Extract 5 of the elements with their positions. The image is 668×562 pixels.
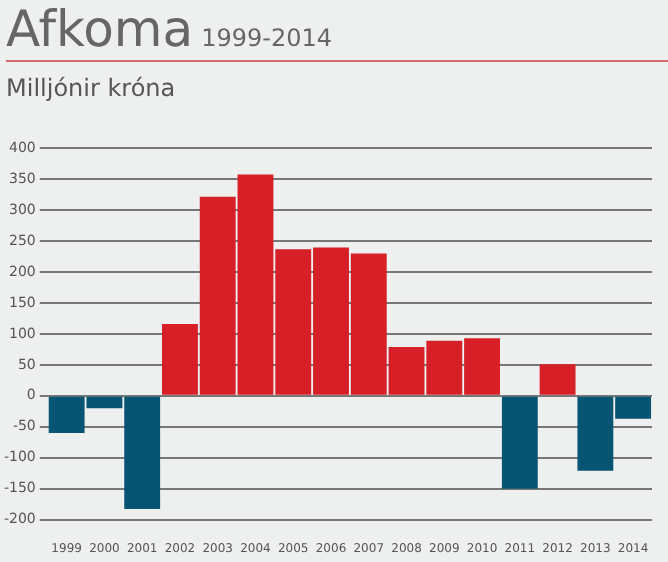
chart-subtitle: 1999-2014 [201,24,332,52]
chart-title: Afkoma [6,0,194,58]
bar [539,364,576,395]
bar [501,396,538,489]
y-axis-title: Milljónir króna [6,74,176,102]
